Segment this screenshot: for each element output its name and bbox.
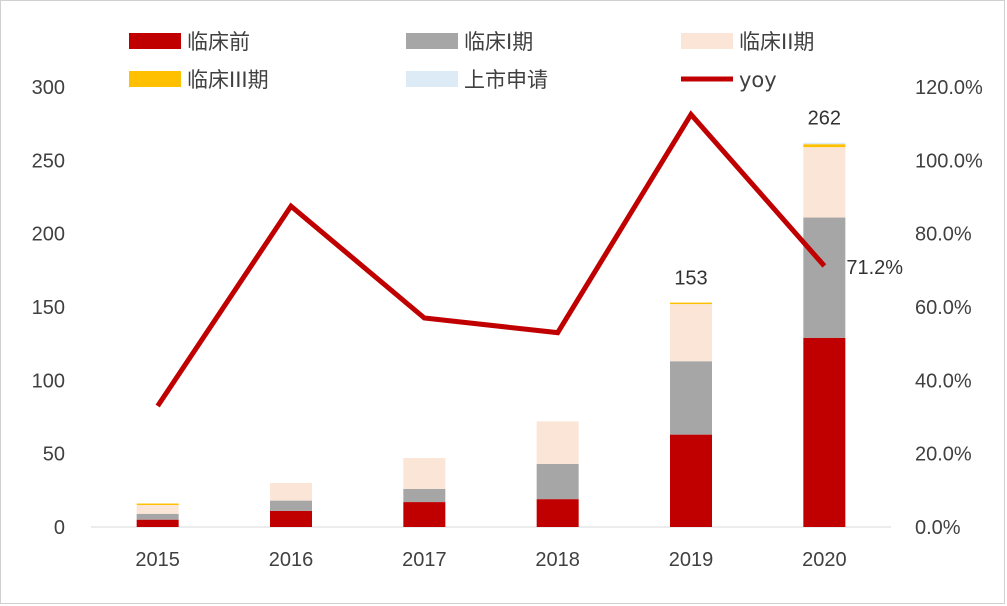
left-tick-label: 150	[32, 297, 65, 319]
bar-phase2-2019	[670, 304, 712, 362]
legend-label-yoy: yoy	[739, 68, 777, 92]
left-tick-label: 300	[32, 77, 65, 99]
right-tick-label: 100.0%	[915, 150, 983, 172]
bar-phase3-2015	[136, 503, 179, 505]
legend-swatch-phase3	[129, 71, 181, 87]
legend-swatch-nda	[406, 71, 458, 87]
bars	[136, 142, 846, 527]
bar-phase2-2018	[536, 421, 579, 464]
bar-phase2-2016	[270, 483, 312, 501]
left-tick-label: 100	[32, 370, 65, 392]
legend-label-phase3: 临床III期	[187, 68, 269, 92]
bar-phase2-2015	[136, 505, 179, 514]
bar-preclinical-2020	[803, 337, 846, 527]
legend-swatch-preclinical	[129, 33, 181, 49]
x-tick-label: 2019	[669, 549, 714, 571]
bar-phase1-2019	[670, 361, 712, 435]
bar-phase1-2020	[803, 217, 846, 338]
bar-phase2-2017	[403, 458, 446, 489]
left-tick-label: 250	[32, 150, 65, 172]
right-tick-label: 20.0%	[915, 444, 972, 466]
x-axis-ticks: 2015 2016 2017 2018 2019 2020	[135, 549, 846, 571]
legend-label-phase1: 临床I期	[464, 30, 533, 54]
yoy-data-label: 71.2%	[846, 257, 903, 279]
x-tick-label: 2018	[535, 549, 580, 571]
legend-label-nda: 上市申请	[464, 68, 548, 92]
left-axis-ticks: 0 50 100 150 200 250 300	[32, 77, 65, 539]
bar-preclinical-2016	[270, 510, 312, 527]
bar-preclinical-2017	[403, 502, 446, 527]
right-tick-label: 120.0%	[915, 77, 983, 99]
total-data-label: 153	[674, 268, 707, 290]
x-tick-label: 2015	[135, 549, 180, 571]
bar-phase1-2015	[136, 513, 179, 520]
bar-phase1-2016	[270, 500, 312, 511]
yoy-line	[155, 110, 827, 408]
bar-preclinical-2015	[136, 519, 179, 527]
left-tick-label: 200	[32, 224, 65, 246]
left-tick-label: 0	[54, 517, 65, 539]
yoy-series-line	[155, 110, 827, 408]
right-tick-label: 40.0%	[915, 370, 972, 392]
bar-preclinical-2019	[670, 434, 712, 527]
legend-swatch-phase2	[681, 33, 733, 49]
bar-phase2-2020	[803, 147, 846, 218]
data-labels: 153 262 71.2%	[674, 108, 903, 290]
right-tick-label: 0.0%	[915, 517, 961, 539]
right-axis-ticks: 0.0% 20.0% 40.0% 60.0% 80.0% 100.0% 120.0%	[915, 77, 983, 539]
x-tick-label: 2017	[402, 549, 447, 571]
bar-preclinical-2018	[536, 499, 579, 527]
bar-phase3-2020	[803, 144, 846, 148]
legend-swatch-phase1	[406, 33, 458, 49]
bar-phase3-2019	[670, 302, 712, 305]
x-tick-label: 2016	[269, 549, 314, 571]
bar-phase1-2018	[536, 463, 579, 500]
legend-label-preclinical: 临床前	[187, 30, 250, 54]
right-tick-label: 80.0%	[915, 224, 972, 246]
total-data-label: 262	[808, 108, 841, 130]
x-tick-label: 2020	[802, 549, 847, 571]
right-tick-label: 60.0%	[915, 297, 972, 319]
legend-label-phase2: 临床II期	[739, 30, 814, 54]
left-tick-label: 50	[43, 444, 65, 466]
bar-nda-2020	[803, 142, 846, 145]
bar-phase1-2017	[403, 488, 446, 503]
